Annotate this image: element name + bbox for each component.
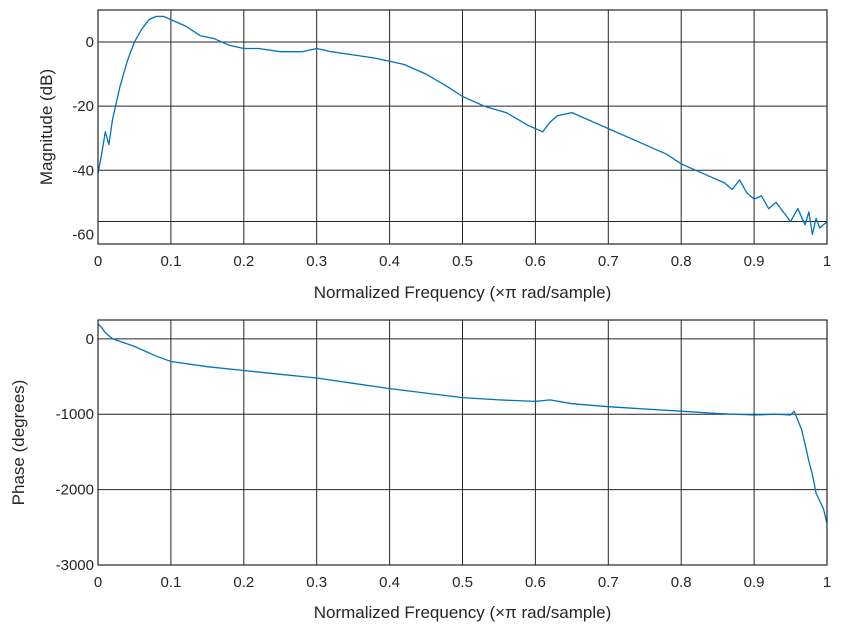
phase-axes-box [97,319,828,566]
magnitude-x-tick-label: 0 [94,253,102,270]
phase-x-tick-label: 0.2 [233,574,254,591]
magnitude-x-ticks: 0 0.1 0.2 0.3 0.4 0.5 0.6 0.7 0.8 0.9 1 [94,253,831,270]
phase-series-line [97,323,828,524]
magnitude-x-tick-label: 0.2 [233,253,254,270]
phase-x-tick-label: 0.4 [379,574,400,591]
magnitude-y-tick-label: 0 [86,34,94,51]
phase-x-tick-label: 0.6 [525,574,546,591]
magnitude-panel: 0 0.1 0.2 0.3 0.4 0.5 0.6 0.7 0.8 0.9 1 0 -20 -40 -60… [37,9,831,302]
magnitude-x-tick-label: 0.8 [671,253,692,270]
magnitude-x-tick-label: 0.7 [598,253,619,270]
magnitude-y-ticks: 0 -20 -40 -60 [72,34,94,243]
phase-y-tick-label: 0 [86,331,94,348]
phase-x-tick-label: 0.8 [671,574,692,591]
magnitude-x-axis-label: Normalized Frequency (×π rad/sample) [314,283,612,302]
phase-y-axis-label: Phase (degrees) [9,380,28,506]
phase-x-tick-label: 0.3 [306,574,327,591]
magnitude-grid [97,10,828,244]
phase-x-tick-label: 0 [94,574,102,591]
magnitude-x-tick-label: 0.1 [160,253,181,270]
magnitude-series-line [97,15,828,236]
phase-x-tick-label: 0.7 [598,574,619,591]
magnitude-x-tick-label: 0.9 [744,253,765,270]
phase-grid [97,320,828,565]
magnitude-x-tick-label: 0.6 [525,253,546,270]
phase-y-ticks: 0 -1000 -2000 -3000 [56,331,94,574]
phase-panel: 0 0.1 0.2 0.3 0.4 0.5 0.6 0.7 0.8 0.9 1 0 -1000 -200… [9,319,831,622]
magnitude-y-tick-label: -20 [72,98,94,115]
phase-x-tick-label: 1 [823,574,831,591]
magnitude-y-tick-label: -40 [72,162,94,179]
magnitude-x-tick-label: 0.5 [452,253,473,270]
magnitude-x-tick-label: 1 [823,253,831,270]
phase-x-tick-label: 0.5 [452,574,473,591]
phase-x-tick-label: 0.9 [744,574,765,591]
magnitude-x-tick-label: 0.3 [306,253,327,270]
phase-y-tick-label: -3000 [56,557,94,574]
phase-x-ticks: 0 0.1 0.2 0.3 0.4 0.5 0.6 0.7 0.8 0.9 1 [94,574,831,591]
phase-y-tick-label: -2000 [56,482,94,499]
magnitude-y-axis-label: Magnitude (dB) [37,69,56,185]
magnitude-y-tick-label: -60 [72,226,94,243]
magnitude-axes-box [97,9,828,245]
phase-x-tick-label: 0.1 [160,574,181,591]
phase-x-axis-label: Normalized Frequency (×π rad/sample) [314,603,612,622]
magnitude-x-tick-label: 0.4 [379,253,400,270]
phase-y-tick-label: -1000 [56,406,94,423]
